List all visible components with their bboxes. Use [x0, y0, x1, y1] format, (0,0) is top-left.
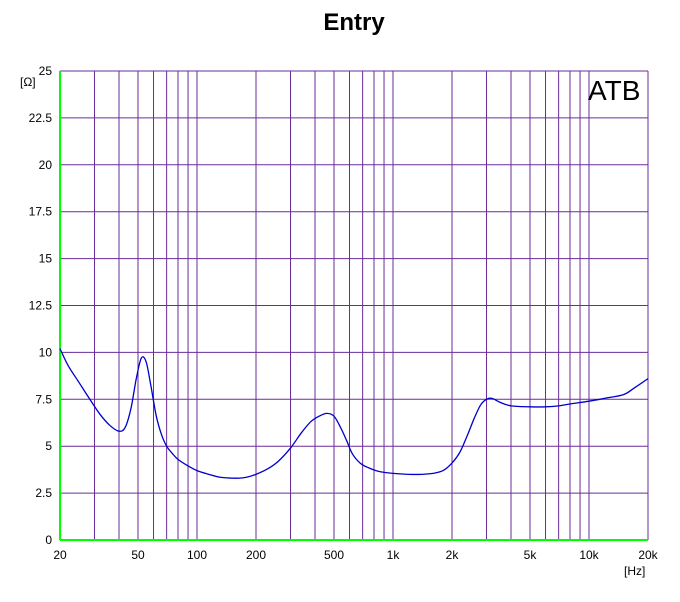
x-tick-label: 50 — [131, 548, 145, 562]
impedance-curve — [59, 348, 649, 479]
chart-title: Entry — [323, 9, 385, 36]
y-axis-label: [Ω] — [20, 75, 36, 89]
x-tick-label: 2k — [446, 548, 460, 562]
y-tick-label: 2.5 — [35, 486, 52, 500]
x-axis-label: [Hz] — [624, 564, 645, 578]
x-tick-label: 500 — [324, 548, 344, 562]
y-tick-label: 7.5 — [35, 392, 52, 406]
x-tick-label: 20k — [638, 548, 658, 562]
y-tick-label: 10 — [39, 345, 53, 359]
y-tick-label: 20 — [39, 158, 53, 172]
x-tick-label: 10k — [579, 548, 599, 562]
tick-labels: 0 2.5 5 7.5 10 12.5 15 17.5 20 22.5 25 20 50 100 200 50… — [29, 64, 659, 562]
axes — [59, 71, 648, 541]
y-tick-label: 25 — [39, 64, 53, 78]
y-tick-label: 15 — [39, 252, 53, 266]
y-tick-label: 17.5 — [29, 205, 53, 219]
y-tick-label: 0 — [45, 533, 52, 547]
x-tick-label: 1k — [387, 548, 401, 562]
x-tick-label: 20 — [53, 548, 67, 562]
y-tick-label: 5 — [45, 439, 52, 453]
y-tick-label: 12.5 — [29, 299, 53, 313]
grid — [59, 70, 649, 541]
x-tick-label: 100 — [187, 548, 207, 562]
series-layer — [59, 348, 649, 479]
y-tick-label: 22.5 — [29, 111, 53, 125]
x-tick-label: 5k — [524, 548, 538, 562]
chart-annotation: ATB — [588, 75, 640, 106]
x-tick-label: 200 — [246, 548, 266, 562]
